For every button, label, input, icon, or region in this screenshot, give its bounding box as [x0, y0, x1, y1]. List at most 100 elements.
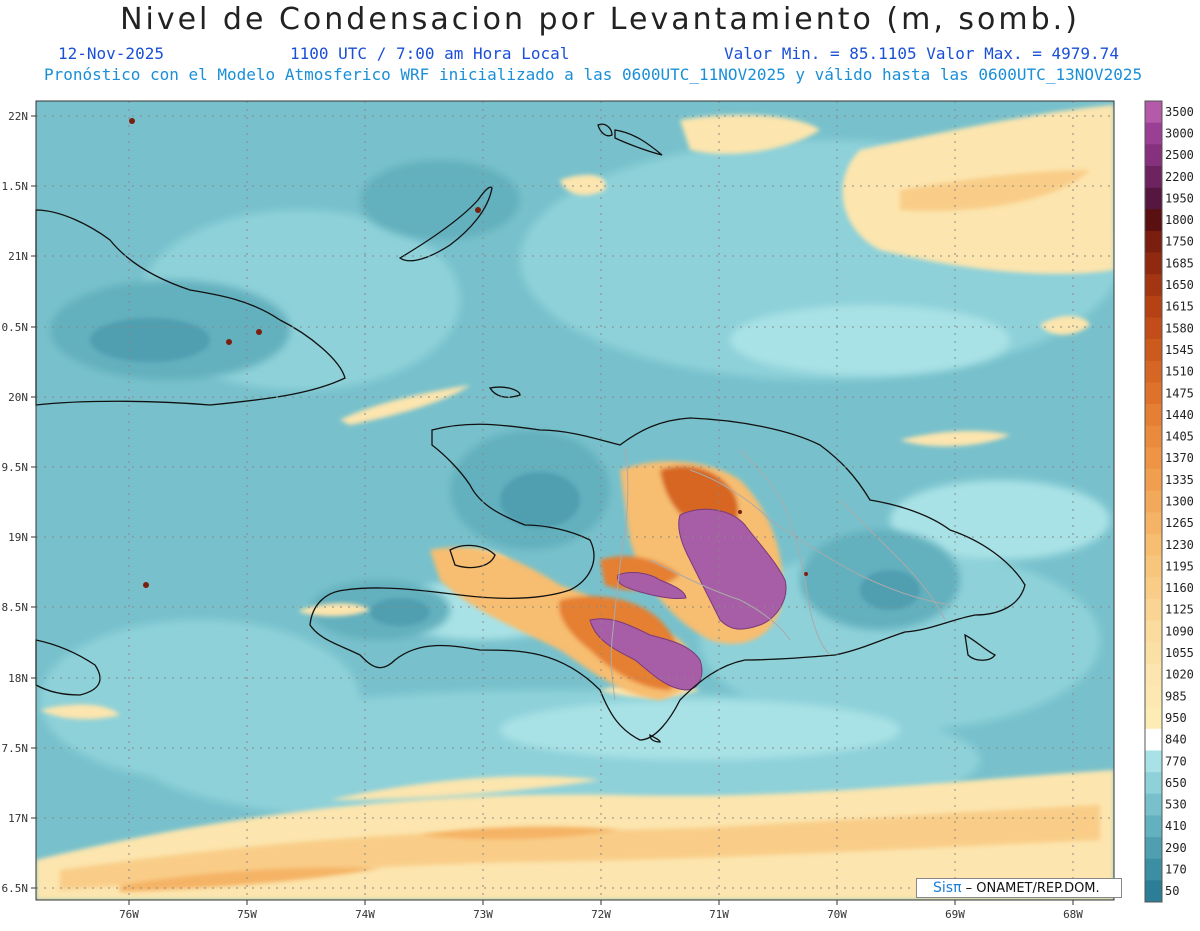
lat-label: 9.5N	[2, 461, 29, 474]
attribution-text: – ONAMET/REP.DOM.	[965, 881, 1100, 896]
colorbar-label: 530	[1165, 798, 1187, 812]
colorbar-swatch	[1145, 598, 1162, 621]
lat-label: 20N	[8, 391, 28, 404]
colorbar-label: 985	[1165, 689, 1187, 703]
forecast-info: Pronóstico con el Modelo Atmosferico WRF…	[44, 65, 1143, 84]
colorbar-label: 1230	[1165, 538, 1194, 552]
colorbar-swatch	[1145, 295, 1162, 318]
colorbar-label: 1475	[1165, 386, 1194, 400]
colorbar-label: 3000	[1165, 126, 1194, 140]
colorbar-label: 770	[1165, 754, 1187, 768]
colorbar-label: 2200	[1165, 170, 1194, 184]
colorbar-swatch	[1145, 447, 1162, 470]
colorbar-label: 170	[1165, 863, 1187, 877]
colorbar-label: 1405	[1165, 430, 1194, 444]
colorbar-label: 3500	[1165, 105, 1194, 119]
colorbar-swatch	[1145, 209, 1162, 232]
colorbar-label: 1370	[1165, 451, 1194, 465]
colorbar-swatch	[1145, 469, 1162, 491]
colorbar-swatch	[1145, 815, 1162, 838]
colorbar-label: 1090	[1165, 624, 1194, 638]
lat-label: 0.5N	[2, 321, 29, 334]
colorbar-frame	[1144, 100, 1163, 903]
colorbar-label: 1055	[1165, 646, 1194, 660]
colorbar-label: 1160	[1165, 581, 1194, 595]
lon-label: 74W	[355, 908, 375, 921]
colorbar-label: 1615	[1165, 300, 1194, 314]
colorbar-label: 1650	[1165, 278, 1194, 292]
sispi-logo: Sisπ	[933, 880, 962, 896]
lat-label: 6.5N	[2, 882, 29, 895]
colorbar-label: 950	[1165, 711, 1187, 725]
colorbar-swatch	[1145, 642, 1162, 665]
colorbar-swatch	[1145, 382, 1162, 405]
lat-label: 21N	[8, 250, 28, 263]
colorbar-label: 410	[1165, 819, 1187, 833]
colorbar-label: 1545	[1165, 343, 1194, 357]
colorbar-swatch	[1145, 880, 1162, 903]
colorbar-swatch	[1145, 728, 1162, 751]
colorbar-swatch	[1145, 404, 1162, 427]
map-frame	[35, 100, 1115, 901]
date-label: 12-Nov-2025	[58, 44, 164, 63]
colorbar-swatch	[1145, 555, 1162, 578]
lat-label: 19N	[8, 531, 28, 544]
min-max-label: Valor Min. = 85.1105 Valor Max. = 4979.7…	[724, 44, 1119, 63]
colorbar-label: 1800	[1165, 213, 1194, 227]
colorbar-label: 840	[1165, 733, 1187, 747]
colorbar-swatch	[1145, 425, 1162, 448]
colorbar-swatch	[1145, 512, 1162, 535]
political-borders	[610, 447, 951, 701]
colorbar-label: 1750	[1165, 235, 1194, 249]
lon-label: 68W	[1063, 908, 1083, 921]
colorbar-label: 650	[1165, 776, 1187, 790]
colorbar-swatch	[1145, 793, 1162, 816]
colorbar-swatch	[1145, 360, 1162, 383]
lat-label: 17N	[8, 812, 28, 825]
colorbar-swatch	[1145, 620, 1162, 643]
colorbar-swatch	[1145, 122, 1162, 145]
lat-label: 22N	[8, 110, 28, 123]
colorbar-swatch	[1145, 772, 1162, 795]
lat-label: 7.5N	[2, 742, 29, 755]
colorbar-label: 1300	[1165, 495, 1194, 509]
colorbar-swatch	[1145, 274, 1162, 297]
time-label: 1100 UTC / 7:00 am Hora Local	[290, 44, 570, 63]
lon-label: 73W	[473, 908, 493, 921]
lon-label: 75W	[237, 908, 257, 921]
lon-label: 71W	[709, 908, 729, 921]
colorbar-label: 1125	[1165, 603, 1194, 617]
colorbar-swatch	[1145, 230, 1162, 253]
colorbar-swatch	[1145, 577, 1162, 600]
colorbar-swatch	[1145, 339, 1162, 362]
lcl-shading-field	[36, 101, 1114, 900]
colorbar-label: 1510	[1165, 365, 1194, 379]
colorbar-swatch	[1145, 750, 1162, 773]
lat-label: 18N	[8, 672, 28, 685]
colorbar-label: 1580	[1165, 321, 1194, 335]
colorbar-label: 1195	[1165, 559, 1194, 573]
colorbar-label: 1685	[1165, 256, 1194, 270]
lon-label: 70W	[827, 908, 847, 921]
lat-label: 1.5N	[2, 180, 29, 193]
colorbar-swatch	[1145, 187, 1162, 210]
map-title: Nivel de Condensacion por Levantamiento …	[120, 2, 1080, 37]
lon-label: 76W	[119, 908, 139, 921]
colorbar-label: 1950	[1165, 191, 1194, 205]
colorbar-label: 1335	[1165, 473, 1194, 487]
lat-label: 8.5N	[2, 601, 29, 614]
colorbar-label: 290	[1165, 841, 1187, 855]
colorbar-label: 1440	[1165, 408, 1194, 422]
colorbar-swatch	[1145, 663, 1162, 686]
colorbar-label: 1020	[1165, 668, 1194, 682]
colorbar-swatch	[1145, 533, 1162, 556]
colorbar-label: 50	[1165, 884, 1179, 898]
colorbar-swatch	[1145, 707, 1162, 730]
colorbar-swatch	[1145, 144, 1162, 167]
colorbar-swatch	[1145, 252, 1162, 275]
colorbar-swatch	[1145, 858, 1162, 881]
colorbar-swatch	[1145, 837, 1162, 859]
lon-label: 69W	[945, 908, 965, 921]
colorbar-swatch	[1145, 317, 1162, 340]
lon-label: 72W	[591, 908, 611, 921]
